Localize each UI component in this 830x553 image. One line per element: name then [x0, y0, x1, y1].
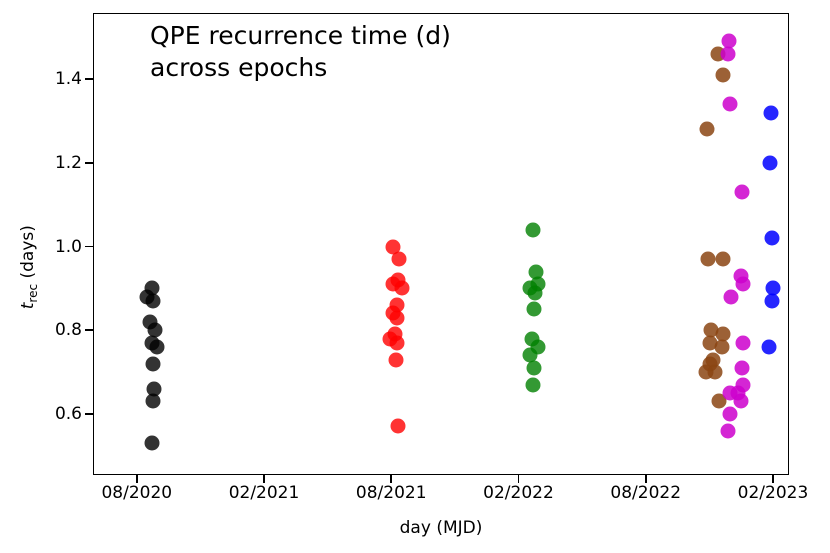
y-tick-label: 0.8	[54, 320, 82, 341]
y-axis-label-units: (days)	[17, 225, 38, 284]
x-tick-mark	[772, 475, 774, 483]
y-tick-mark	[85, 161, 93, 164]
plot-area	[93, 13, 789, 475]
x-tick-label: 02/2021	[228, 483, 300, 503]
scatter-point-epoch-feb-2022	[522, 347, 538, 363]
x-axis-label: day (MJD)	[399, 518, 483, 538]
scatter-point-epoch-nov-dec-2022-brown	[715, 67, 731, 83]
scatter-point-epoch-dec-2022-magenta	[720, 423, 736, 439]
y-axis-label-variable: t	[17, 302, 38, 310]
scatter-point-epoch-dec-2022-magenta	[721, 33, 737, 49]
scatter-point-epoch-feb-2022	[527, 285, 543, 301]
x-tick-label: 02/2023	[737, 483, 809, 503]
scatter-point-epoch-nov-dec-2022-brown	[702, 335, 718, 351]
scatter-point-epoch-aug-2020	[145, 393, 161, 409]
x-tick-label: 08/2020	[101, 483, 173, 503]
scatter-point-epoch-feb-2022	[525, 222, 541, 238]
scatter-point-epoch-feb-2023-blue	[761, 339, 777, 355]
scatter-point-epoch-feb-2023-blue	[765, 280, 781, 296]
scatter-point-epoch-dec-2022-magenta	[723, 289, 739, 305]
scatter-point-epoch-feb-2022	[525, 377, 541, 393]
y-tick-label: 0.6	[54, 403, 82, 424]
scatter-point-epoch-aug-2021	[389, 310, 405, 326]
x-tick-mark	[263, 475, 265, 483]
scatter-point-epoch-dec-2022-magenta	[722, 96, 738, 112]
scatter-point-epoch-nov-dec-2022-brown	[699, 121, 715, 137]
scatter-point-epoch-aug-2020	[145, 356, 161, 372]
scatter-point-epoch-aug-2021	[391, 251, 407, 267]
scatter-point-epoch-aug-2021	[388, 352, 404, 367]
y-axis-label-subscript: rec	[26, 283, 41, 303]
scatter-point-epoch-aug-2020	[145, 293, 161, 309]
scatter-point-epoch-dec-2022-magenta	[734, 360, 750, 376]
scatter-point-epoch-aug-2021	[385, 239, 401, 254]
scatter-point-epoch-dec-2022-magenta	[722, 406, 738, 422]
scatter-point-epoch-aug-2020	[144, 435, 160, 451]
y-tick-mark	[85, 413, 93, 415]
scatter-point-epoch-feb-2022	[526, 360, 542, 376]
scatter-point-epoch-nov-dec-2022-brown	[707, 364, 723, 380]
scatter-point-epoch-aug-2020	[149, 339, 165, 355]
y-tick-label: 1.4	[54, 69, 82, 90]
x-tick-label: 02/2022	[483, 483, 554, 503]
chart-title-line2: across epochs	[150, 53, 328, 82]
x-tick-label: 08/2021	[355, 483, 427, 503]
chart-title-line1: QPE recurrence time (d)	[150, 21, 451, 50]
scatter-point-epoch-dec-2022-magenta	[733, 393, 749, 409]
scatter-point-epoch-nov-dec-2022-brown	[703, 322, 719, 338]
scatter-point-epoch-nov-dec-2022-brown	[700, 251, 716, 267]
y-axis-label: trec (days)	[18, 207, 40, 327]
scatter-point-epoch-aug-2020	[146, 381, 162, 397]
x-tick-mark	[135, 475, 138, 483]
scatter-point-epoch-feb-2023-blue	[763, 105, 779, 121]
scatter-point-epoch-feb-2022	[528, 264, 544, 280]
y-tick-label: 1.0	[54, 236, 82, 257]
x-tick-label: 08/2022	[610, 483, 682, 503]
chart-title: QPE recurrence time (d) across epochs	[150, 20, 451, 84]
scatter-point-epoch-feb-2023-blue	[764, 230, 780, 246]
scatter-point-epoch-nov-dec-2022-brown	[714, 339, 730, 355]
scatter-point-epoch-dec-2022-magenta	[735, 335, 751, 351]
scatter-point-epoch-dec-2022-magenta	[735, 276, 751, 292]
x-tick-mark	[517, 475, 520, 483]
scatter-point-epoch-nov-dec-2022-brown	[715, 251, 731, 267]
scatter-point-epoch-aug-2021	[389, 335, 405, 351]
x-tick-mark	[644, 475, 647, 483]
scatter-point-epoch-nov-dec-2022-brown	[715, 326, 731, 342]
scatter-point-epoch-feb-2023-blue	[762, 155, 778, 171]
y-tick-mark	[85, 329, 93, 332]
scatter-point-epoch-dec-2022-magenta	[720, 46, 736, 62]
scatter-point-epoch-nov-dec-2022-brown	[711, 393, 727, 409]
scatter-point-epoch-aug-2020	[147, 322, 163, 338]
scatter-point-epoch-aug-2021	[390, 418, 406, 434]
scatter-point-epoch-aug-2021	[394, 280, 410, 296]
x-tick-mark	[390, 475, 393, 483]
scatter-point-epoch-feb-2023-blue	[764, 293, 780, 309]
y-tick-mark	[85, 78, 93, 81]
scatter-point-epoch-feb-2022	[526, 301, 542, 317]
y-tick-label: 1.2	[54, 152, 82, 173]
y-tick-mark	[85, 245, 93, 248]
scatter-point-epoch-dec-2022-magenta	[734, 184, 750, 200]
